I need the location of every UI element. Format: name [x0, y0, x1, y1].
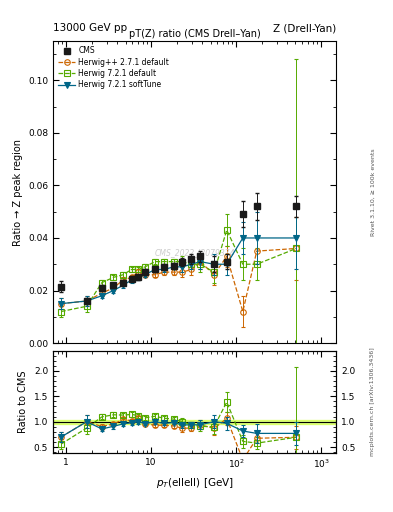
Text: mcplots.cern.ch [arXiv:1306.3436]: mcplots.cern.ch [arXiv:1306.3436] — [370, 348, 375, 456]
Text: Z (Drell-Yan): Z (Drell-Yan) — [273, 24, 336, 33]
Title: pT(Z) ratio (CMS Drell–Yan): pT(Z) ratio (CMS Drell–Yan) — [129, 29, 261, 39]
Bar — [53, 420, 336, 424]
Y-axis label: Ratio → Z peak region: Ratio → Z peak region — [13, 139, 22, 245]
Text: 13000 GeV pp: 13000 GeV pp — [53, 24, 127, 33]
Legend: CMS, Herwig++ 2.7.1 default, Herwig 7.2.1 default, Herwig 7.2.1 softTune: CMS, Herwig++ 2.7.1 default, Herwig 7.2.… — [57, 45, 171, 91]
Text: Rivet 3.1.10, ≥ 100k events: Rivet 3.1.10, ≥ 100k events — [370, 148, 375, 236]
X-axis label: $\mathit{p}_T$(ellell) [GeV]: $\mathit{p}_T$(ellell) [GeV] — [156, 476, 233, 490]
Text: CMS_2022_I2079374: CMS_2022_I2079374 — [154, 248, 235, 257]
Y-axis label: Ratio to CMS: Ratio to CMS — [18, 371, 28, 433]
